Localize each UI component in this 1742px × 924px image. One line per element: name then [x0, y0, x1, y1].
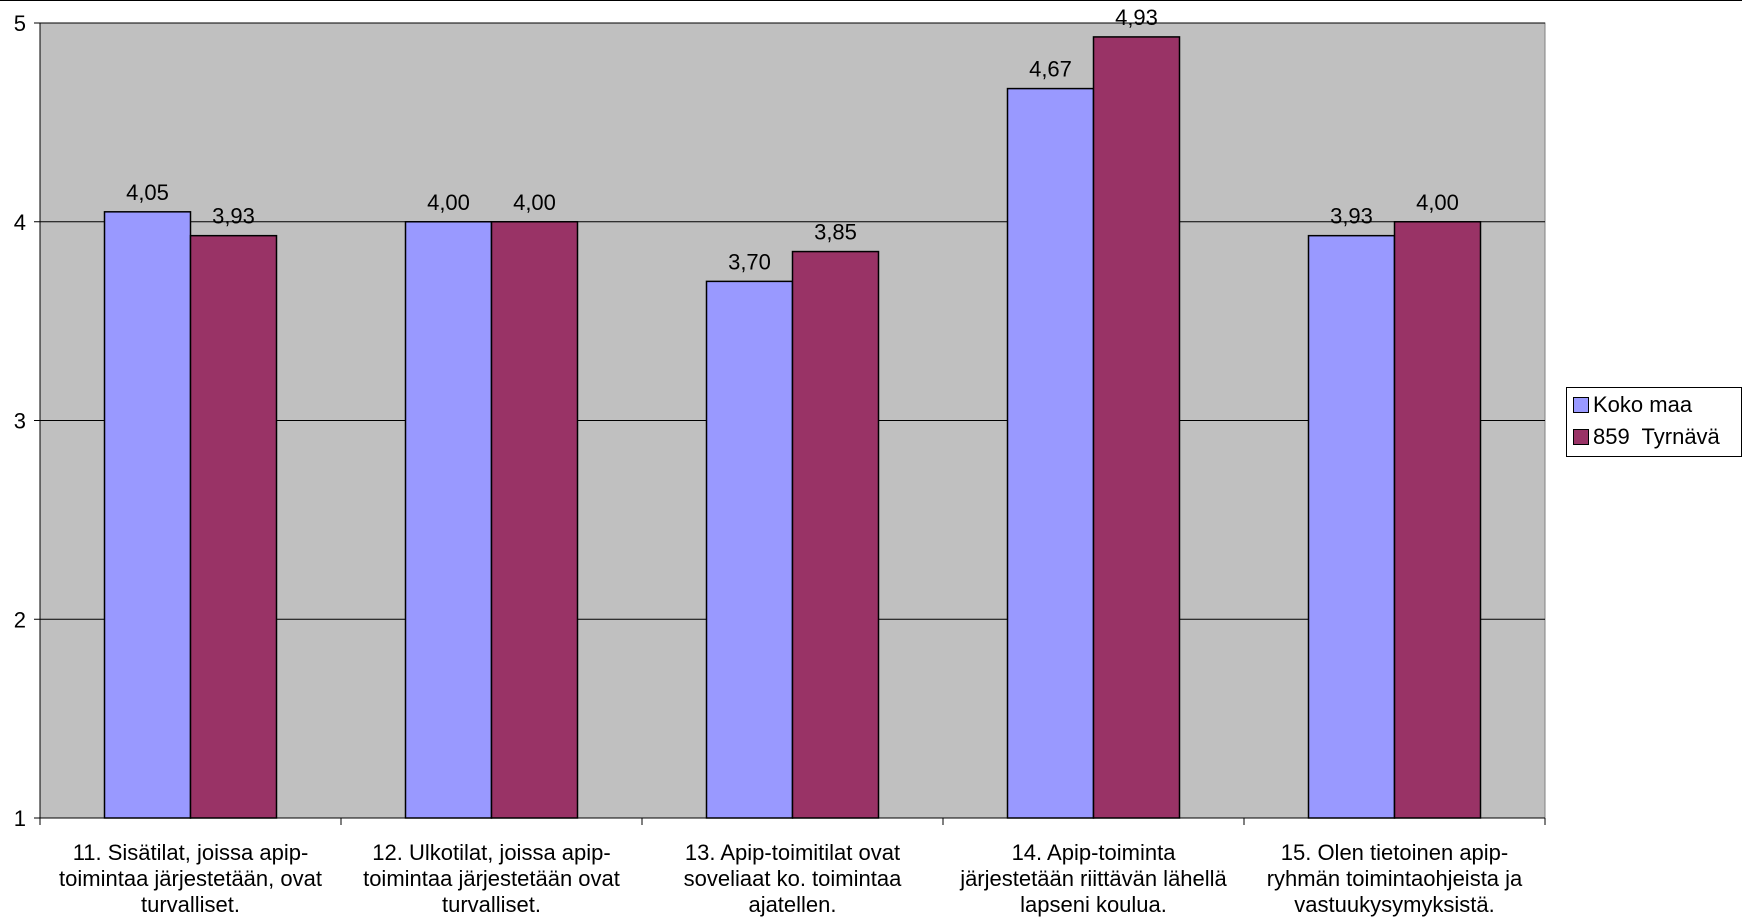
x-category-label-line: toimintaa järjestetään ovat: [363, 866, 620, 891]
data-label-series-2: 4,00: [1416, 190, 1459, 215]
legend-swatch-series-2: [1573, 429, 1589, 445]
legend-label-series-2: 859 Tyrnävä: [1593, 424, 1720, 449]
x-category-label: 13. Apip-toimitilat ovat soveliaat ko. to…: [643, 840, 943, 918]
x-category-label-line: 13. Apip-toimitilat ovat: [684, 840, 901, 865]
x-category-label-line: 15. Olen tietoinen apip-: [1280, 840, 1509, 865]
x-category-label-line: ajatellen.: [748, 892, 837, 917]
x-category-label-line: järjestetään riittävän lähellä: [960, 866, 1227, 891]
x-category-label-line: 12. Ulkotilat, joissa apip-: [372, 840, 611, 865]
x-category-label: 14. Apip-toiminta järjestetään riittävän …: [944, 840, 1244, 918]
bar-series-2: [1092, 36, 1181, 819]
data-label-series-2: 4,93: [1115, 5, 1158, 30]
data-label-series-1: 4,00: [427, 190, 470, 215]
bar-series-1: [404, 221, 493, 819]
y-tick-label: 2: [14, 607, 26, 632]
x-category-label-line: vastuukysymyksistä.: [1294, 892, 1495, 917]
x-category-label-line: toimintaa järjestetään, ovat: [59, 866, 322, 891]
x-category-label: 12. Ulkotilat, joissa apip-toimintaa jär…: [342, 840, 642, 918]
bar-series-1: [705, 280, 794, 819]
legend-swatch-series-1: [1573, 397, 1589, 413]
data-label-series-1: 3,93: [1330, 204, 1373, 229]
y-tick-label: 4: [14, 210, 26, 235]
bar-series-1: [1307, 234, 1396, 819]
x-category-label: 11. Sisätilat, joissa apip-toimintaa jär…: [41, 840, 341, 918]
x-category-label-line: 11. Sisätilat, joissa apip-: [72, 840, 309, 865]
legend: Koko maa 859 Tyrnävä: [1566, 387, 1742, 457]
x-category-label-line: 14. Apip-toiminta: [1011, 840, 1176, 865]
y-tick-label: 5: [14, 11, 26, 36]
x-category-label: 15. Olen tietoinen apip-ryhmän toimintao…: [1245, 840, 1545, 918]
legend-item-series-2: 859 Tyrnävä: [1573, 424, 1720, 450]
x-category-label-line: lapseni koulua.: [1020, 892, 1167, 917]
bar-series-2: [189, 234, 278, 819]
data-label-series-2: 4,00: [513, 190, 556, 215]
legend-label-series-1: Koko maa: [1593, 392, 1693, 417]
bar-series-2: [1393, 221, 1482, 819]
x-category-label-line: turvalliset.: [140, 892, 241, 917]
data-label-series-1: 4,67: [1029, 57, 1072, 82]
bar-series-1: [103, 211, 192, 819]
data-label-series-1: 4,05: [126, 180, 169, 205]
y-tick-label: 3: [14, 409, 26, 434]
x-category-label-line: turvalliset.: [441, 892, 542, 917]
legend-item-series-1: Koko maa: [1573, 392, 1692, 418]
bar-series-2: [490, 221, 579, 819]
data-label-series-2: 3,85: [814, 220, 857, 245]
data-label-series-2: 3,93: [212, 204, 255, 229]
y-tick-label: 1: [14, 806, 26, 831]
data-label-series-1: 3,70: [728, 249, 771, 274]
x-category-label-line: ryhmän toimintaohjeista ja: [1266, 866, 1523, 891]
bar-series-1: [1006, 87, 1095, 819]
bar-series-2: [791, 250, 880, 819]
x-category-label-line: soveliaat ko. toimintaa: [683, 866, 902, 891]
